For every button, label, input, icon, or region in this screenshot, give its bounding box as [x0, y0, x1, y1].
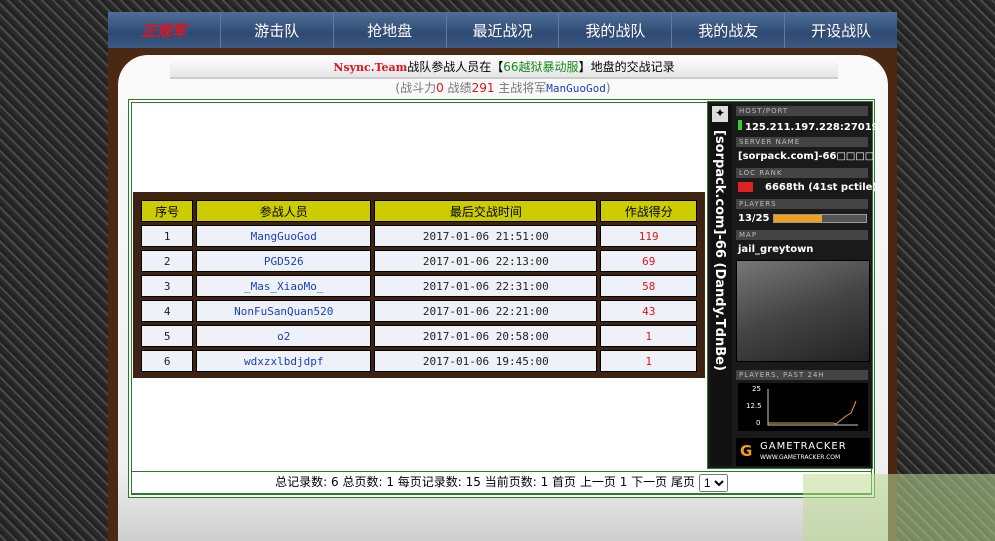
- last-page-link[interactable]: 尾页: [671, 475, 696, 489]
- last-battle-time: 2017-01-06 19:45:00: [374, 350, 598, 372]
- battle-score: 1: [600, 325, 697, 347]
- column-header: 最后交战时间: [374, 200, 598, 222]
- team-name: Nsync.Team: [333, 61, 408, 74]
- watermark-logo: [803, 474, 995, 541]
- page-select[interactable]: 1: [698, 473, 728, 492]
- last-battle-time: 2017-01-06 22:31:00: [374, 275, 598, 297]
- battle-table-wrap: 序号 参战人员 最后交战时间 作战得分 1 MangGuoGod 2017-01-06 21…: [133, 192, 705, 378]
- member-name-link[interactable]: o2: [196, 325, 372, 347]
- battle-score: 69: [600, 250, 697, 272]
- row-index: 4: [141, 300, 194, 322]
- battle-score: 119: [600, 225, 697, 247]
- member-name-link[interactable]: NonFuSanQuan520: [196, 300, 372, 322]
- map-label: MAP: [736, 230, 868, 240]
- next-page-link[interactable]: 下一页: [631, 475, 668, 489]
- battle-score: 1: [600, 350, 697, 372]
- table-row: 2 PGD526 2017-01-06 22:13:00 69: [141, 250, 697, 272]
- host-label: HOST/PORT: [736, 106, 868, 116]
- gametracker-logo-icon: G: [740, 442, 753, 460]
- title-text: 】地盘的交战记录: [578, 60, 675, 74]
- summary-label: 战绩: [443, 81, 472, 95]
- battle-score: 58: [600, 275, 697, 297]
- loc-rank-label: LOC RANK: [736, 168, 868, 178]
- rank-value: 6668th (41st pctile): [765, 182, 877, 193]
- counter-strike-icon: ✦: [712, 106, 728, 122]
- general-link[interactable]: ManGuoGod: [546, 82, 606, 95]
- server-vertical-title: [sorpack.com]-66 (Dandy.TdnBe): [712, 130, 727, 371]
- players-line: [768, 400, 857, 425]
- nav-create-team[interactable]: 开设战队: [811, 21, 872, 40]
- row-index: 6: [141, 350, 194, 372]
- power-value: 0: [436, 81, 444, 95]
- prev-page-link[interactable]: 上一页: [579, 475, 616, 489]
- member-name-link[interactable]: MangGuoGod: [196, 225, 372, 247]
- nav-guerrilla[interactable]: 游击队: [221, 12, 334, 48]
- member-name-link[interactable]: _Mas_XiaoMo_: [196, 275, 372, 297]
- summary-label: 主战将军: [494, 81, 547, 95]
- column-header: 参战人员: [196, 200, 372, 222]
- brand-url: WWW.GAMETRACKER.COM: [760, 454, 841, 461]
- last-battle-time: 2017-01-06 21:51:00: [374, 225, 598, 247]
- server-name-value: [sorpack.com]-66□□□□: [738, 151, 875, 162]
- brand-text: GAMETRACKER: [760, 441, 847, 452]
- map-value: jail_greytown: [738, 244, 814, 255]
- online-indicator-icon: [738, 120, 742, 130]
- pagination: 总记录数: 6 总页数: 1 每页记录数: 15 当前页数: 1 首页 上一页 …: [131, 471, 872, 494]
- players-value: 13/25: [738, 213, 770, 224]
- page-title: Nsync.Team战队参战人员在【66越狱暴动服】地盘的交战记录: [170, 55, 838, 79]
- players-bar: [773, 213, 868, 223]
- member-name-link[interactable]: PGD526: [196, 250, 372, 272]
- summary-label: (战斗力: [395, 81, 437, 95]
- map-thumbnail: [736, 260, 870, 362]
- nav-grab-territory[interactable]: 抢地盘: [334, 12, 447, 48]
- history-label: PLAYERS, PAST 24H: [736, 370, 868, 380]
- gametracker-logo[interactable]: G GAMETRACKER WWW.GAMETRACKER.COM: [736, 438, 870, 466]
- nav-my-team[interactable]: 我的战队: [559, 12, 673, 48]
- team-summary: (战斗力0 战绩291 主战将军ManGuoGod): [118, 79, 888, 96]
- first-page-link[interactable]: 首页: [552, 475, 577, 489]
- battle-score: 43: [600, 300, 697, 322]
- table-row: 3 _Mas_XiaoMo_ 2017-01-06 22:31:00 58: [141, 275, 697, 297]
- pager-info: 总记录数: 6 总页数: 1 每页记录数: 15 当前页数: 1: [275, 475, 553, 489]
- last-battle-time: 2017-01-06 22:21:00: [374, 300, 598, 322]
- record-value: 291: [471, 81, 495, 95]
- y-tick: 0: [756, 419, 761, 427]
- server-name-label: SERVER NAME: [736, 137, 868, 147]
- battle-table: 序号 参战人员 最后交战时间 作战得分 1 MangGuoGod 2017-01-06 21…: [138, 197, 700, 375]
- nav-my-friends[interactable]: 我的战友: [672, 12, 786, 48]
- summary-label: ): [605, 81, 611, 95]
- current-page: 1: [615, 475, 632, 489]
- table-row: 5 o2 2017-01-06 20:58:00 1: [141, 325, 697, 347]
- member-name-link[interactable]: wdxzxlbdjdpf: [196, 350, 372, 372]
- row-index: 1: [141, 225, 194, 247]
- title-text: 战队参战人员在【: [407, 60, 504, 74]
- row-index: 2: [141, 250, 194, 272]
- nav-recent-battles[interactable]: 最近战况: [447, 12, 560, 48]
- chart-axis: [767, 389, 858, 426]
- last-battle-time: 2017-01-06 22:13:00: [374, 250, 598, 272]
- row-index: 3: [141, 275, 194, 297]
- table-row: 6 wdxzxlbdjdpf 2017-01-06 19:45:00 1: [141, 350, 697, 372]
- gametracker-widget[interactable]: ✦ [sorpack.com]-66 (Dandy.TdnBe) HOST/PO…: [707, 101, 879, 469]
- y-tick: 12.5: [746, 402, 762, 410]
- y-tick: 25: [752, 385, 761, 393]
- players-label: PLAYERS: [736, 199, 868, 209]
- host-value: 125.211.197.228:27019: [745, 122, 879, 133]
- china-flag-icon: [738, 182, 753, 192]
- row-index: 5: [141, 325, 194, 347]
- last-battle-time: 2017-01-06 20:58:00: [374, 325, 598, 347]
- nav-regular-army[interactable]: 正规军: [108, 12, 221, 48]
- table-row: 1 MangGuoGod 2017-01-06 21:51:00 119: [141, 225, 697, 247]
- server-name: 66越狱暴动服: [503, 60, 579, 74]
- players-history-chart: 25 12.5 0: [738, 383, 868, 431]
- column-header: 作战得分: [600, 200, 697, 222]
- table-row: 4 NonFuSanQuan520 2017-01-06 22:21:00 43: [141, 300, 697, 322]
- top-nav: 正规军 游击队 抢地盘 最近战况 我的战队 我的战友 开设战队: [108, 12, 897, 48]
- column-header: 序号: [141, 200, 194, 222]
